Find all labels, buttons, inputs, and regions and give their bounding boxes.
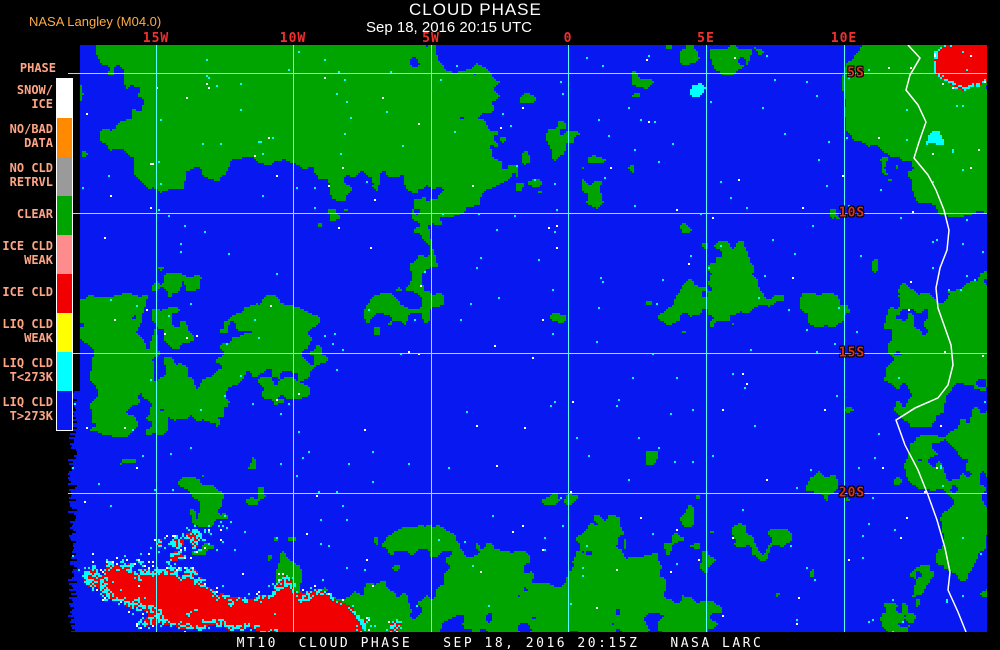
lon-label-15w: 15W bbox=[142, 31, 170, 46]
cloud-phase-map bbox=[68, 45, 990, 633]
legend-title: PHASE bbox=[19, 61, 56, 75]
legend-swatch-liq-cld-weak bbox=[57, 313, 72, 352]
legend-label-snow-ice: SNOW/ ICE bbox=[16, 83, 53, 111]
lon-label-10w: 10W bbox=[279, 31, 307, 46]
page-title: CLOUD PHASE bbox=[409, 0, 542, 19]
legend-label-liq-cld-weak: LIQ CLD WEAK bbox=[2, 317, 53, 345]
legend-swatch-clear bbox=[57, 196, 72, 235]
lon-label-10e: 10E bbox=[830, 31, 858, 46]
legend-label-ice-cld-weak: ICE CLD WEAK bbox=[2, 239, 53, 267]
legend-label-ice-cld: ICE CLD bbox=[2, 285, 53, 299]
legend-swatch-no-bad-data bbox=[57, 118, 72, 157]
legend-color-bar bbox=[56, 78, 73, 431]
credit-label: NASA Langley (M04.0) bbox=[29, 14, 162, 29]
lon-label-5w: 5W bbox=[422, 31, 440, 46]
legend-swatch-ice-cld-weak bbox=[57, 235, 72, 274]
lat-label-15s: 15S bbox=[838, 345, 866, 361]
legend-swatch-no-cld-retrvl bbox=[57, 157, 72, 196]
lat-label-20s: 20S bbox=[838, 485, 866, 501]
legend-label-clear: CLEAR bbox=[16, 207, 53, 221]
legend-label-liq-cld-warm: LIQ CLD T>273K bbox=[2, 395, 53, 423]
legend-swatch-liq-cld-cold bbox=[57, 352, 72, 391]
legend-label-no-bad-data: NO/BAD DATA bbox=[9, 122, 53, 150]
lat-label-10s: 10S bbox=[838, 205, 866, 221]
subtitle-datetime: Sep 18, 2016 20:15 UTC bbox=[366, 19, 532, 36]
legend-swatch-snow-ice bbox=[57, 79, 72, 118]
lon-label-5e: 5E bbox=[697, 31, 715, 46]
legend-label-no-cld-retrvl: NO CLD RETRVL bbox=[9, 161, 53, 189]
lat-label-5s: 5S bbox=[847, 65, 865, 81]
legend-swatch-liq-cld-warm bbox=[57, 391, 72, 430]
legend-label-liq-cld-cold: LIQ CLD T<273K bbox=[2, 356, 53, 384]
lon-label-0: 0 bbox=[563, 31, 573, 46]
footer-bar: MT10 CLOUD PHASE SEP 18, 2016 20:15Z NAS… bbox=[0, 632, 1000, 650]
legend-swatch-ice-cld bbox=[57, 274, 72, 313]
footer-text: MT10 CLOUD PHASE SEP 18, 2016 20:15Z NAS… bbox=[236, 636, 764, 650]
